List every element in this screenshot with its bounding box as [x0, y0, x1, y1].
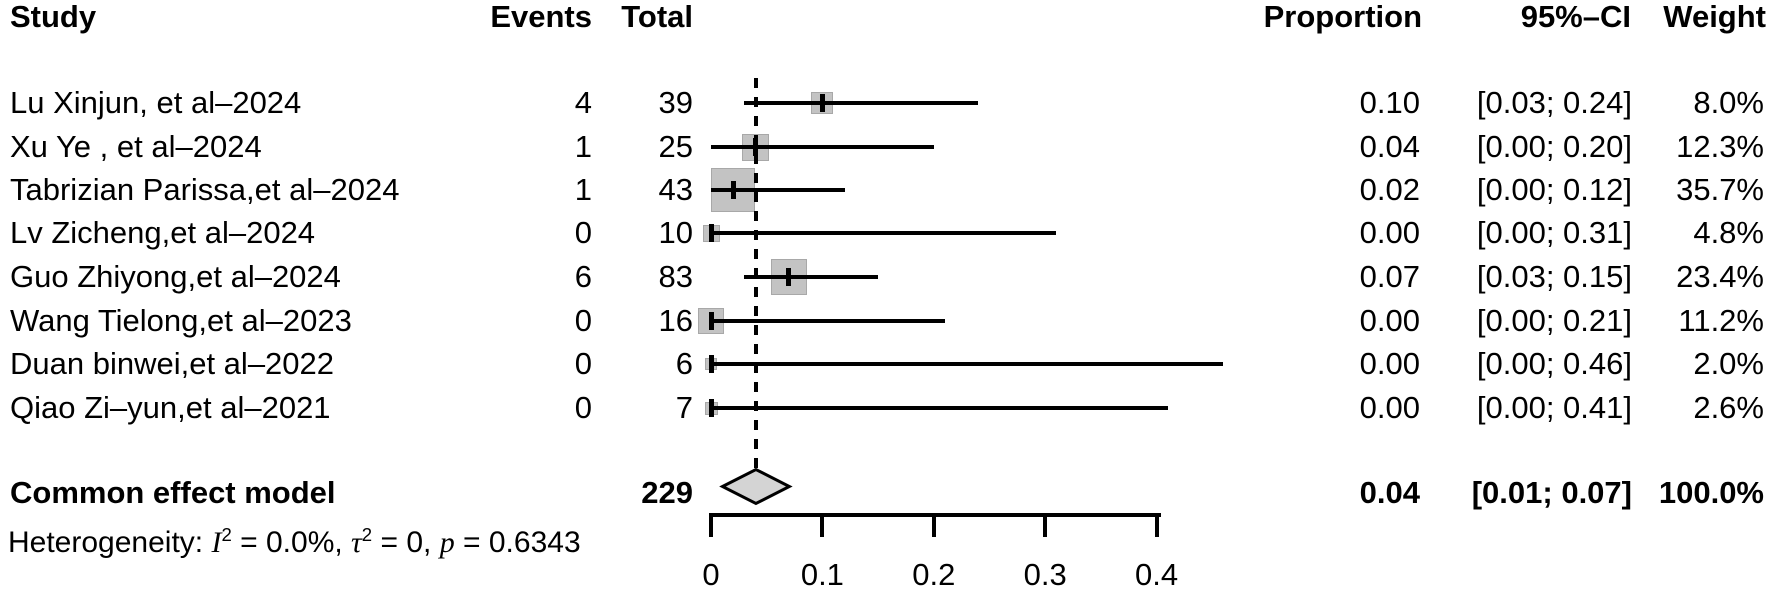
events-value: 1	[574, 129, 592, 164]
weight-value: 8.0%	[1693, 85, 1764, 120]
events-value: 6	[574, 259, 592, 294]
confidence-interval-line	[711, 145, 934, 149]
events-value: 0	[574, 346, 592, 381]
het-prefix: Heterogeneity:	[8, 526, 212, 559]
column-header-study: Study	[10, 0, 97, 34]
confidence-interval-line	[711, 231, 1057, 235]
summary-total: 229	[641, 475, 693, 510]
study-name: Duan binwei,et al–2022	[10, 346, 335, 381]
weight-value: 2.0%	[1693, 346, 1764, 381]
ci-value: [0.03; 0.24]	[1476, 85, 1632, 120]
ci-value: [0.00; 0.20]	[1476, 129, 1632, 164]
total-value: 16	[658, 303, 693, 338]
x-axis-tick	[1043, 513, 1048, 537]
weight-value: 23.4%	[1676, 259, 1764, 294]
confidence-interval-line	[744, 275, 879, 279]
het-tau-symbol: τ	[351, 526, 362, 559]
proportion-value: 0.00	[1359, 346, 1420, 381]
point-estimate-marker	[708, 224, 714, 242]
weight-value: 11.2%	[1678, 303, 1764, 338]
proportion-value: 0.00	[1359, 215, 1420, 250]
het-i-exponent: 2	[221, 524, 232, 545]
confidence-interval-line	[744, 101, 979, 105]
summary-ci: [0.01; 0.07]	[1471, 475, 1632, 510]
x-axis-tick-label: 0.1	[800, 557, 844, 592]
point-estimate-marker	[708, 355, 714, 373]
ci-value: [0.00; 0.41]	[1476, 390, 1632, 425]
het-p-value: = 0.6343	[454, 526, 581, 559]
events-value: 1	[574, 172, 592, 207]
weight-value: 35.7%	[1676, 172, 1764, 207]
x-axis-tick-label: 0	[702, 557, 720, 592]
total-value: 83	[658, 259, 693, 294]
summary-proportion: 0.04	[1359, 475, 1420, 510]
weight-value: 12.3%	[1676, 129, 1764, 164]
point-estimate-marker	[786, 268, 792, 286]
heterogeneity-note: Heterogeneity: I2 = 0.0%, τ2 = 0, p = 0.…	[8, 517, 581, 559]
ci-value: [0.00; 0.46]	[1476, 346, 1632, 381]
x-axis-tick-label: 0.4	[1135, 557, 1179, 592]
x-axis-tick	[709, 513, 713, 537]
ci-value: [0.00; 0.31]	[1476, 215, 1632, 250]
total-value: 39	[658, 85, 693, 120]
het-p-symbol: p	[439, 526, 455, 559]
het-tau-exponent: 2	[361, 524, 373, 545]
column-header-proportion: Proportion	[1263, 0, 1422, 34]
weight-value: 2.6%	[1693, 390, 1764, 425]
column-header-ci: 95%–CI	[1520, 0, 1631, 34]
x-axis-tick	[820, 513, 825, 537]
point-estimate-marker	[708, 312, 714, 330]
confidence-interval-line	[711, 188, 845, 192]
proportion-value: 0.00	[1359, 390, 1420, 425]
column-header-weight: Weight	[1663, 0, 1766, 34]
summary-weight: 100.0%	[1658, 475, 1764, 510]
point-estimate-marker	[730, 181, 736, 199]
study-name: Tabrizian Parissa,et al–2024	[10, 172, 400, 207]
proportion-value: 0.02	[1359, 172, 1420, 207]
proportion-value: 0.07	[1359, 259, 1420, 294]
column-header-events: Events	[490, 0, 592, 34]
point-estimate-marker	[708, 399, 714, 417]
events-value: 4	[574, 85, 592, 120]
confidence-interval-line	[711, 362, 1224, 366]
events-value: 0	[574, 390, 592, 425]
events-value: 0	[574, 215, 592, 250]
proportion-value: 0.04	[1359, 129, 1420, 164]
study-name: Xu Ye , et al–2024	[10, 129, 262, 164]
column-header-total: Total	[621, 0, 693, 34]
events-value: 0	[574, 303, 592, 338]
total-value: 43	[658, 172, 693, 207]
weight-value: 4.8%	[1693, 215, 1764, 250]
total-value: 7	[675, 390, 693, 425]
total-value: 25	[658, 129, 693, 164]
study-name: Guo Zhiyong,et al–2024	[10, 259, 341, 294]
het-tau-value: = 0,	[372, 526, 440, 559]
point-estimate-marker	[819, 94, 825, 112]
study-name: Qiao Zi–yun,et al–2021	[10, 390, 331, 425]
study-name: Wang Tielong,et al–2023	[10, 303, 352, 338]
het-i-symbol: I	[211, 526, 222, 559]
x-axis-tick-label: 0.2	[912, 557, 956, 592]
ci-value: [0.00; 0.12]	[1476, 172, 1632, 207]
confidence-interval-line	[711, 406, 1168, 410]
confidence-interval-line	[711, 319, 945, 323]
total-value: 10	[658, 215, 693, 250]
het-i-value: = 0.0%,	[231, 526, 352, 559]
ci-value: [0.00; 0.21]	[1476, 303, 1632, 338]
x-axis-line	[711, 513, 1161, 517]
summary-label: Common effect model	[10, 475, 336, 510]
x-axis-tick-label: 0.3	[1023, 557, 1067, 592]
study-name: Lu Xinjun, et al–2024	[10, 85, 302, 120]
x-axis-tick	[931, 513, 936, 537]
ci-value: [0.03; 0.15]	[1476, 259, 1632, 294]
pooled-diamond	[718, 467, 793, 505]
total-value: 6	[675, 346, 693, 381]
pooled-reference-dashed-line	[753, 78, 758, 468]
x-axis-tick	[1154, 513, 1159, 537]
proportion-value: 0.10	[1359, 85, 1420, 120]
proportion-value: 0.00	[1359, 303, 1420, 338]
study-name: Lv Zicheng,et al–2024	[10, 215, 316, 250]
